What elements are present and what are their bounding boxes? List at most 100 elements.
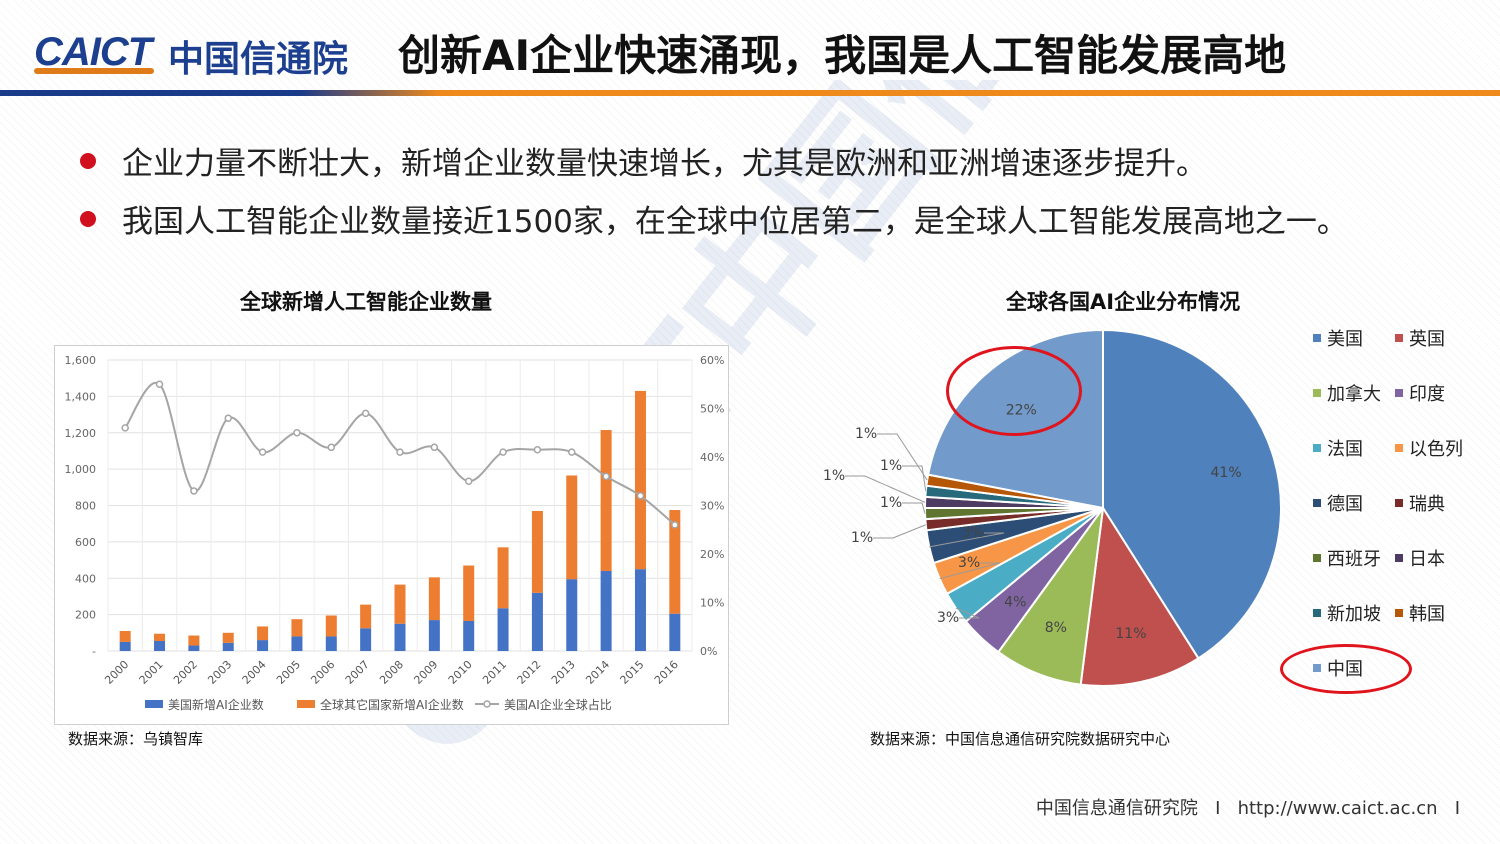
- y2-tick-label: 30%: [700, 500, 724, 513]
- bar-us: [497, 608, 509, 651]
- bar-us: [394, 623, 406, 651]
- share-point: [396, 448, 404, 456]
- legend-label: 韩国: [1409, 604, 1445, 625]
- legend-label: 英国: [1409, 329, 1445, 350]
- pie-chart-source: 数据来源：中国信息通信研究院数据研究中心: [870, 730, 1171, 748]
- footer-url[interactable]: http://www.caict.ac.cn: [1237, 798, 1438, 819]
- y-tick-label: -: [92, 645, 96, 658]
- pie-data-label: 3%: [958, 555, 980, 571]
- footer-separator: I: [1215, 798, 1221, 819]
- y2-tick-label: 40%: [700, 451, 724, 464]
- share-point: [499, 448, 507, 456]
- bar-chart-source: 数据来源：乌镇智库: [68, 730, 204, 748]
- bullet-text: 企业力量不断壮大，新增企业数量快速增长，尤其是欧洲和亚洲增速逐步提升。: [122, 146, 1207, 182]
- legend-label: 印度: [1409, 384, 1445, 405]
- share-point: [155, 380, 164, 388]
- legend-swatch: [1395, 444, 1403, 452]
- share-point: [533, 445, 542, 454]
- y-tick-label: 1,200: [65, 427, 97, 440]
- legend-item: 法国: [1313, 435, 1363, 461]
- legend-swatch: [1395, 334, 1403, 342]
- x-tick-label: 2011: [480, 658, 509, 687]
- logo-chinese-name: 中国信通院: [168, 39, 349, 80]
- x-tick-label: 2014: [583, 658, 612, 687]
- bar-other: [257, 626, 269, 641]
- leader-line: [929, 532, 1005, 548]
- share-point: [602, 472, 610, 481]
- x-tick-label: 2016: [652, 658, 681, 687]
- legend-label: 美国: [1327, 329, 1363, 350]
- leader-line: [939, 562, 1001, 580]
- legend-label: 德国: [1327, 494, 1363, 515]
- legend-swatch: [1395, 499, 1403, 507]
- legend-label: 以色列: [1409, 439, 1463, 460]
- pie-data-label: 1%: [880, 458, 902, 474]
- footer: 中国信息通信研究院 I http://www.caict.ac.cn I: [1036, 794, 1460, 820]
- leader-line: [902, 502, 926, 514]
- share-point: [293, 429, 301, 437]
- legend-marker: [483, 700, 491, 708]
- bar-other: [463, 565, 475, 621]
- legend-label: 全球其它国家新增AI企业数: [320, 697, 464, 712]
- bar-us: [600, 570, 612, 651]
- share-point: [224, 414, 232, 422]
- legend-swatch: [1395, 389, 1403, 397]
- legend-swatch: [1313, 609, 1321, 617]
- leader-line: [902, 465, 927, 492]
- y2-tick-label: 0%: [700, 645, 717, 658]
- bar-other: [222, 632, 234, 643]
- y-tick-label: 800: [75, 500, 96, 513]
- bar-other: [531, 510, 543, 593]
- legend-item: 韩国: [1395, 600, 1445, 626]
- legend-item: 西班牙: [1313, 545, 1381, 571]
- share-point: [464, 477, 473, 485]
- pie-data-label: 11%: [1115, 626, 1146, 642]
- bar-chart: - 200 400 600 800 1,000 1,200 1,400 1,600 0% 10% 20…: [65, 354, 725, 712]
- legend-label: 加拿大: [1327, 384, 1381, 405]
- highlight-ellipse-china-slice: [946, 346, 1082, 436]
- share-point: [636, 492, 645, 500]
- pie-data-label: 41%: [1211, 465, 1242, 481]
- y-tick-label: 400: [75, 572, 96, 585]
- bar-us: [531, 592, 543, 651]
- bar-other: [428, 577, 440, 621]
- legend-item: 新加坡: [1313, 600, 1381, 626]
- pie-data-label: 1%: [855, 426, 877, 442]
- bar-us: [428, 620, 440, 651]
- highlight-ellipse-china-legend: [1280, 644, 1412, 694]
- share-line: [124, 381, 676, 526]
- y2-tick-label: 50%: [700, 403, 724, 416]
- pie-slice: [996, 507, 1104, 686]
- x-tick-label: 2002: [171, 658, 200, 687]
- y2-tick-label: 20%: [700, 548, 724, 561]
- bar-other: [394, 584, 406, 624]
- bar-other: [600, 430, 612, 571]
- bar-other: [497, 547, 509, 609]
- bar-chart-title: 全球新增人工智能企业数量: [240, 290, 492, 314]
- x-tick-label: 2003: [205, 658, 234, 687]
- bullet-dot-icon: [80, 152, 96, 169]
- legend-label: 法国: [1327, 439, 1363, 460]
- legend-swatch: [145, 700, 163, 708]
- pie-data-label: 1%: [823, 468, 845, 484]
- y-tick-label: 1,600: [65, 354, 97, 367]
- legend-label: 西班牙: [1327, 549, 1381, 570]
- legend-label: 瑞典: [1409, 494, 1445, 515]
- legend-item: 日本: [1395, 545, 1445, 571]
- pie-data-label: 1%: [851, 530, 873, 546]
- leader-line: [873, 524, 926, 539]
- legend-swatch: [1313, 554, 1321, 562]
- share-point: [671, 521, 679, 529]
- x-tick-label: 2009: [411, 658, 440, 687]
- pie-slice: [1079, 505, 1200, 687]
- y-tick-label: 1,400: [65, 390, 97, 403]
- legend-swatch: [1313, 444, 1321, 452]
- y2-tick-label: 60%: [700, 354, 724, 367]
- legend-item: 德国: [1313, 490, 1363, 516]
- x-tick-label: 2001: [137, 658, 166, 687]
- bar-other: [291, 619, 303, 637]
- x-tick-label: 2007: [343, 658, 372, 687]
- bar-chart-frame: - 200 400 600 800 1,000 1,200 1,400 1,600 0% 10% 20…: [54, 345, 729, 725]
- x-tick-label: 2004: [240, 658, 269, 687]
- bar-us: [566, 579, 578, 651]
